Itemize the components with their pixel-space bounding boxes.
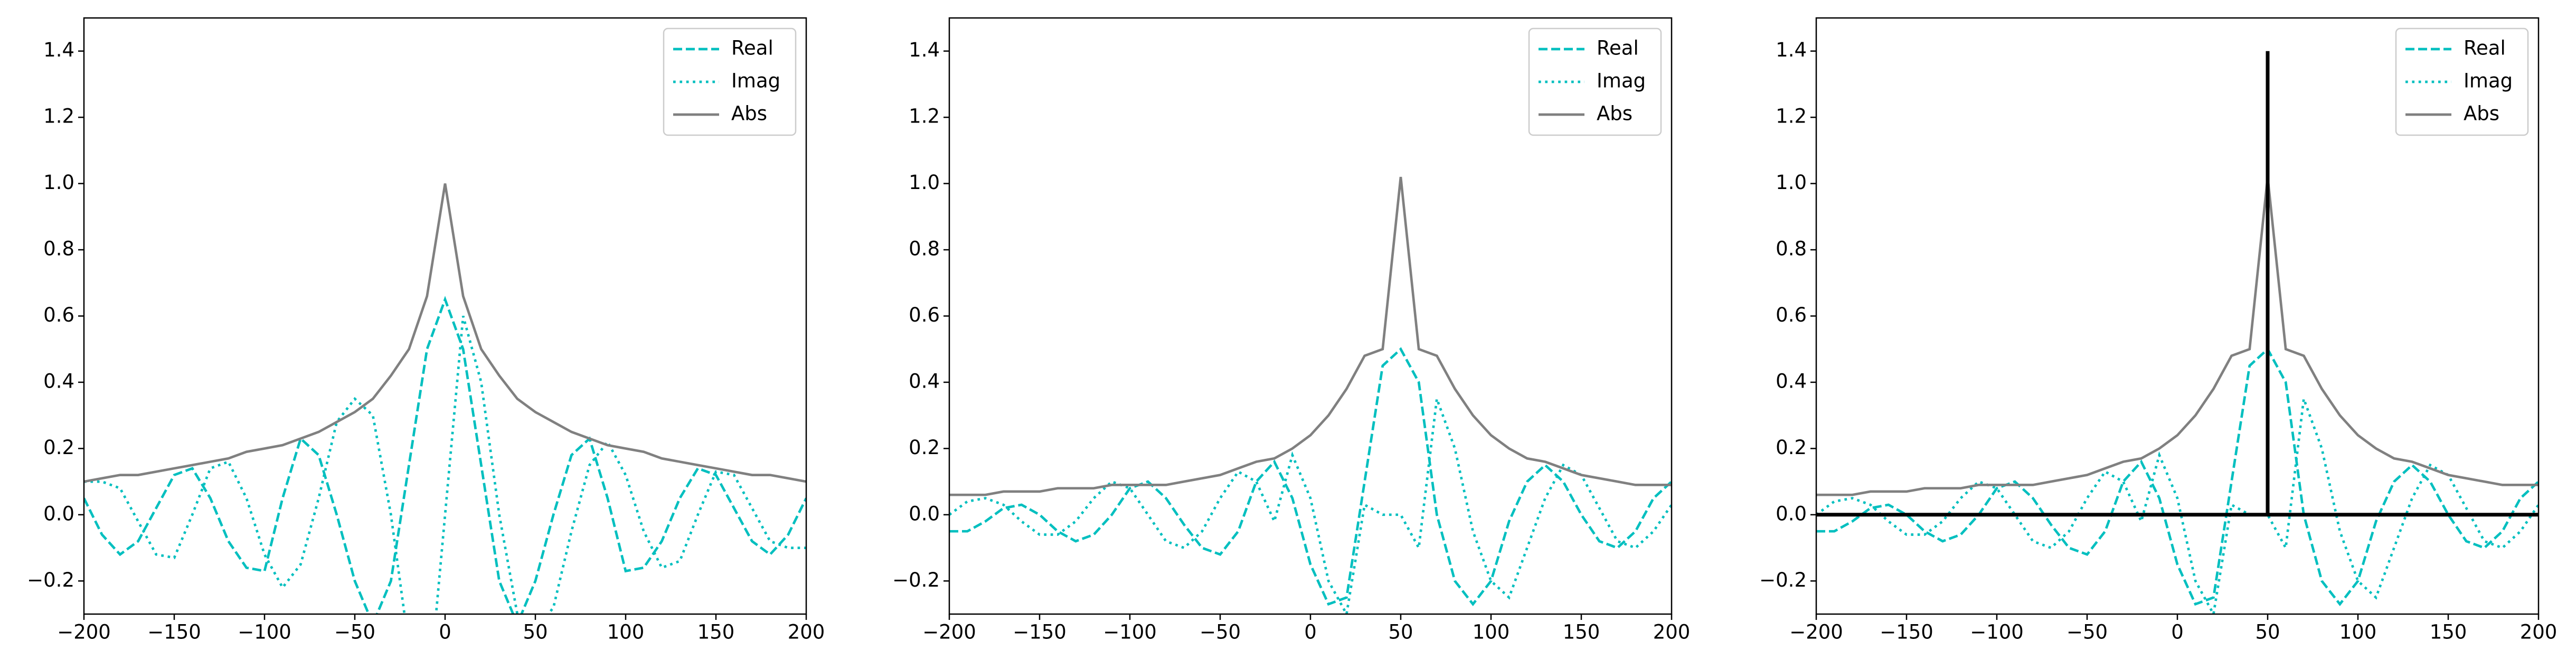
x-tick-label: −200 [57,621,111,644]
x-tick-label: 150 [1563,621,1600,644]
series-line [84,315,806,614]
series-line [949,347,1672,607]
x-tick-label: −100 [1970,621,2024,644]
legend-box [1528,27,1662,136]
legend-label: Imag [1597,70,1646,92]
y-tick-label: 0.0 [43,502,74,525]
legend-box [663,27,797,136]
x-tick-label: −200 [1789,621,1843,644]
y-tick-label: 0.6 [909,304,940,326]
subplot: −200 −150 −100 −50 0 50 100 150 200 −0.2 0.0 0.2 0.4… [27,17,825,644]
series-line [84,296,806,614]
series-line [1816,176,2539,496]
legend-label: Abs [1597,102,1633,125]
series-line [1816,398,2539,614]
x-tick-label: −100 [1103,621,1157,644]
x-tick-label: −150 [1013,621,1067,644]
series-line [1816,347,2539,607]
x-tick-label: 0 [2171,621,2184,644]
y-tick-label: 1.0 [43,171,74,194]
y-tick-label: 0.4 [909,370,940,392]
x-tick-label: 200 [2520,621,2558,644]
subplot: −200 −150 −100 −50 0 50 100 150 200 −0.2 0.0 0.2 0.4… [1759,17,2558,644]
y-tick-label: 1.4 [909,39,940,61]
series-line [949,398,1672,614]
y-tick-label: 1.2 [909,105,940,128]
x-tick-label: 0 [439,621,451,644]
x-tick-label: 50 [2255,621,2280,644]
legend-label: Real [731,37,773,60]
legend-label: Real [2464,37,2506,60]
y-tick-label: 1.4 [43,39,74,61]
legend-label: Abs [731,102,767,125]
x-tick-label: −100 [238,621,291,644]
plot-area [949,176,1672,614]
legend-label: Real [1597,37,1639,60]
x-tick-label: −50 [334,621,375,644]
y-tick-label: 0.6 [1776,304,1807,326]
y-tick-label: 0.8 [1776,238,1807,260]
x-tick-label: 0 [1304,621,1317,644]
y-tick-label: 0.8 [909,238,940,260]
legend-label: Abs [2464,102,2499,125]
y-tick-label: −0.2 [27,569,74,591]
x-tick-label: −50 [2067,621,2108,644]
x-tick-label: 50 [1388,621,1413,644]
x-tick-label: 100 [607,621,645,644]
y-tick-label: 0.0 [909,502,940,525]
x-tick-label: 150 [697,621,735,644]
y-tick-label: 1.4 [1776,39,1807,61]
y-tick-label: 1.0 [1776,171,1807,194]
legend-label: Imag [2464,70,2513,92]
y-tick-label: 0.6 [43,304,74,326]
y-tick-label: 0.4 [43,370,74,392]
y-tick-label: 1.0 [909,171,940,194]
series-line [84,183,806,483]
y-tick-label: −0.2 [892,569,940,591]
y-tick-label: 0.4 [1776,370,1807,392]
y-tick-label: 0.2 [909,436,940,459]
legend-label: Imag [731,70,780,92]
x-tick-label: 200 [1653,621,1691,644]
subplot: −200 −150 −100 −50 0 50 100 150 200 −0.2 0.0 0.2 0.4… [892,17,1691,644]
x-tick-label: −150 [1880,621,1933,644]
y-tick-label: 0.8 [43,238,74,260]
x-tick-label: −50 [1200,621,1241,644]
series-line [949,176,1672,496]
x-tick-label: 50 [523,621,548,644]
plot-area [1816,51,2539,614]
legend-box [2395,27,2529,136]
y-tick-label: 1.2 [1776,105,1807,128]
y-tick-label: 0.2 [1776,436,1807,459]
x-tick-label: 100 [2339,621,2377,644]
y-tick-label: 0.0 [1776,502,1807,525]
x-tick-label: −200 [922,621,976,644]
y-tick-label: −0.2 [1759,569,1807,591]
x-tick-label: −150 [147,621,201,644]
plot-area [84,183,806,614]
x-tick-label: 150 [2430,621,2467,644]
y-tick-label: 0.2 [43,436,74,459]
x-tick-label: 100 [1473,621,1510,644]
y-tick-label: 1.2 [43,105,74,128]
x-tick-label: 200 [788,621,825,644]
